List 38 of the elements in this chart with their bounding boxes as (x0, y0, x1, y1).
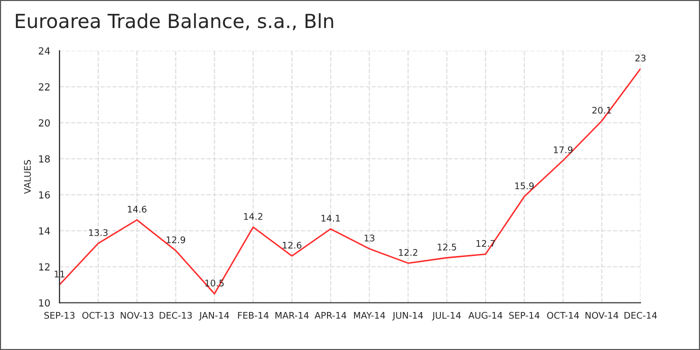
data-label: 12.5 (438, 244, 456, 250)
x-tick-label: AUG-14 (468, 312, 502, 319)
data-label: 14.6 (128, 206, 146, 213)
y-tick-label: 20 (38, 119, 50, 127)
x-tick-label: NOV-13 (120, 312, 154, 319)
x-tick-label: APR-14 (314, 312, 346, 319)
data-label: 13.3 (89, 229, 108, 236)
y-tick-label: 24 (38, 47, 50, 54)
y-axis-title: VALUES (24, 160, 31, 194)
x-tick-label: JAN-14 (198, 312, 230, 320)
data-label: 12.6 (282, 242, 302, 249)
data-label: 23 (635, 54, 646, 62)
data-label: 12.2 (399, 249, 418, 256)
y-tick-label: 12 (39, 263, 50, 270)
x-tick-label: JUL-14 (432, 312, 461, 320)
x-tick-label: SEP-14 (509, 312, 540, 319)
x-tick-label: MAY-14 (354, 312, 386, 319)
data-label: 15.9 (515, 182, 534, 190)
data-label: 14.2 (244, 213, 262, 220)
x-tick-label: DEC-13 (160, 312, 192, 319)
x-tick-label: NOV-14 (586, 312, 618, 319)
y-tick-label: 16 (39, 191, 50, 199)
data-label: 12.9 (166, 236, 186, 244)
chart-title: Euroarea Trade Balance, s.a., Bln (16, 13, 334, 30)
y-tick-label: 22 (38, 83, 50, 90)
data-label: 13 (364, 234, 374, 242)
x-tick-label: OCT-14 (547, 312, 579, 319)
x-tick-label: OCT-13 (82, 312, 114, 319)
x-tick-label: FEB-14 (238, 312, 269, 319)
y-tick-label: 14 (39, 227, 50, 234)
x-tick-label: DEC-14 (624, 312, 657, 319)
data-label: 14.1 (322, 214, 340, 222)
y-tick-label: 18 (39, 155, 50, 163)
x-tick-label: SEP-13 (44, 312, 74, 319)
y-tick-label: 10 (39, 299, 50, 307)
x-tick-label: MAR-14 (275, 312, 309, 319)
data-label: 17.9 (554, 146, 572, 154)
x-tick-label: JUN-14 (392, 312, 423, 320)
